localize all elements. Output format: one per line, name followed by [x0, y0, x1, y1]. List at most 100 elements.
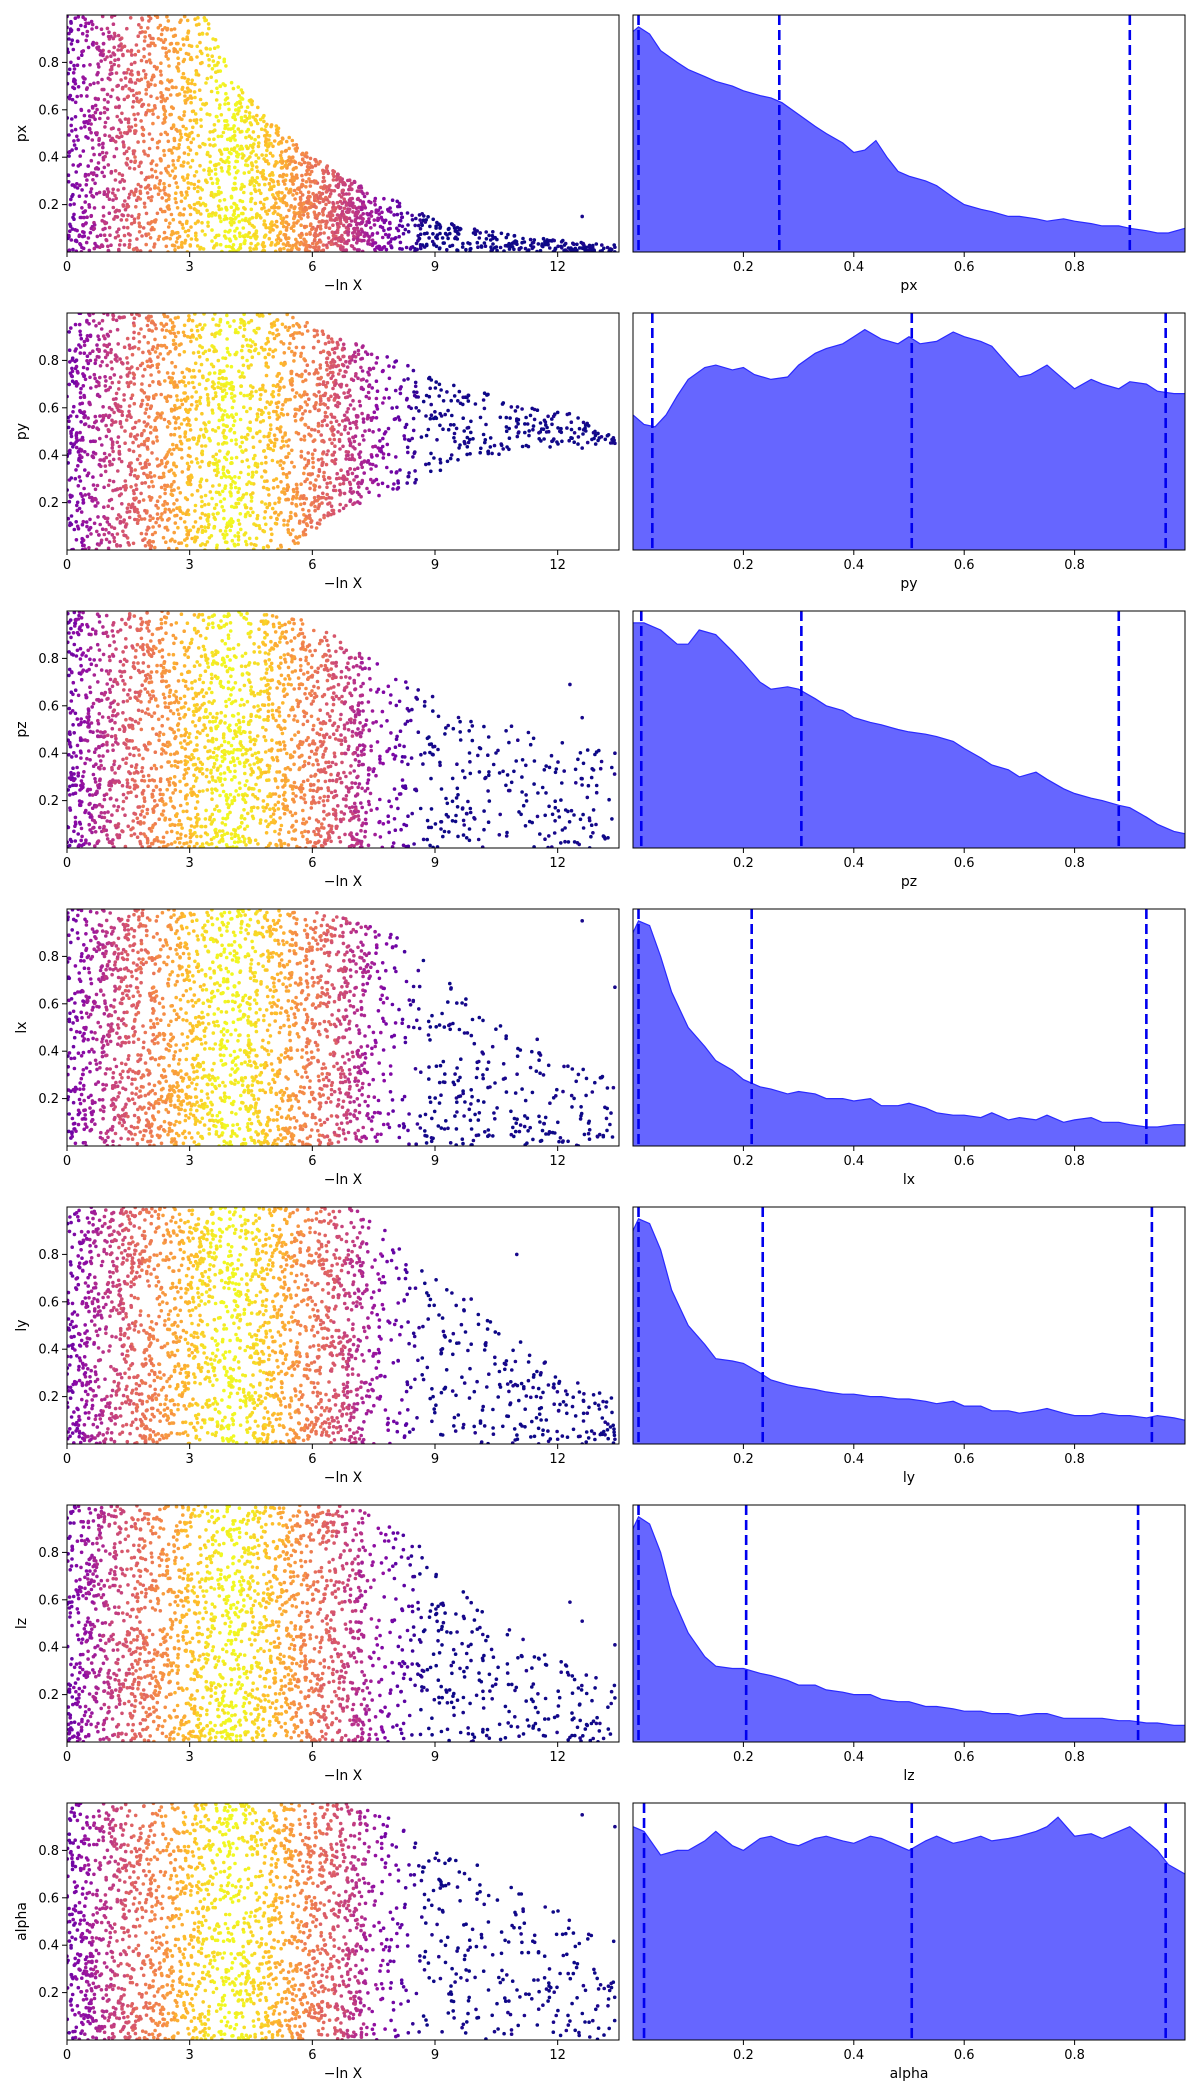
scatter-point [255, 513, 260, 518]
scatter-point [432, 456, 436, 460]
scatter-point [110, 506, 115, 511]
scatter-point [213, 172, 218, 176]
scatter-point [115, 230, 119, 234]
scatter-point [121, 529, 125, 534]
scatter-point [255, 414, 260, 419]
scatter-point [306, 194, 311, 199]
scatter-point [225, 540, 229, 545]
scatter-point [82, 120, 86, 124]
scatter-point [483, 244, 488, 248]
scatter-point [520, 444, 525, 449]
scatter-point [299, 437, 303, 442]
scatter-point [83, 377, 88, 382]
scatter-point [188, 428, 193, 432]
scatter-point [163, 465, 168, 469]
scatter-point [81, 365, 86, 370]
scatter-point [125, 373, 130, 377]
scatter-point [197, 32, 202, 37]
scatter-point [231, 86, 236, 91]
scatter-point [560, 439, 564, 444]
scatter-point [337, 476, 342, 481]
scatter-point [172, 145, 176, 150]
scatter-point [148, 514, 152, 518]
scatter-point [249, 495, 254, 500]
scatter-point [531, 427, 535, 432]
scatter-point [321, 332, 326, 337]
scatter-point [318, 240, 323, 244]
scatter-point [190, 78, 194, 83]
scatter-point [159, 99, 164, 104]
x-tick-label: 0 [63, 260, 71, 275]
scatter-point [276, 179, 280, 184]
scatter-point [382, 396, 387, 400]
scatter-point [122, 345, 127, 350]
scatter-point [67, 236, 70, 241]
scatter-point [94, 384, 98, 389]
scatter-point [118, 420, 123, 424]
scatter-point [165, 315, 170, 319]
scatter-point [319, 185, 323, 190]
scatter-point [296, 219, 300, 223]
scatter-point [348, 499, 352, 504]
scatter-point [317, 390, 321, 394]
scatter-point [88, 82, 93, 87]
scatter-point [321, 213, 326, 217]
scatter-point [235, 226, 239, 231]
scatter-point [174, 127, 178, 132]
scatter-point [328, 366, 332, 370]
scatter-point [162, 148, 166, 153]
scatter-point [183, 430, 188, 434]
scatter-point [306, 190, 311, 194]
scatter-point [217, 192, 221, 196]
scatter-point [192, 174, 197, 178]
scatter-point [224, 391, 229, 396]
scatter-point [87, 126, 92, 131]
scatter-point [242, 241, 246, 245]
scatter-point [160, 209, 165, 214]
scatter-point [259, 408, 264, 413]
scatter-point [158, 352, 163, 356]
scatter-point [130, 502, 135, 507]
scatter-point [295, 486, 299, 491]
scatter-point [178, 405, 182, 410]
scatter-point [272, 320, 277, 325]
scatter-point [406, 377, 410, 381]
scatter-point [323, 410, 328, 415]
scatter-point [321, 474, 326, 479]
scatter-point [149, 320, 154, 325]
scatter-point [111, 191, 115, 195]
scatter-point [341, 223, 346, 228]
scatter-point [128, 238, 132, 243]
scatter-point [254, 165, 259, 169]
scatter-point [532, 238, 537, 242]
scatter-point [308, 409, 312, 414]
scatter-point [265, 400, 270, 404]
scatter-point [294, 245, 299, 250]
scatter-point [294, 513, 298, 518]
scatter-point [265, 133, 269, 137]
scatter-point [186, 161, 190, 165]
scatter-point [263, 510, 268, 514]
scatter-point [71, 547, 75, 550]
scatter-point [443, 231, 448, 236]
scatter-point [328, 481, 333, 485]
scatter-point [174, 191, 178, 195]
scatter-point [179, 342, 183, 346]
scatter-point [342, 491, 347, 496]
scatter-point [357, 485, 361, 489]
scatter-point [185, 461, 190, 466]
scatter-point [234, 438, 238, 442]
scatter-point [97, 348, 101, 352]
scatter-point [142, 420, 147, 424]
scatter-point [77, 322, 82, 327]
scatter-point [70, 356, 75, 361]
scatter-point [88, 351, 92, 356]
scatter-point [136, 444, 141, 448]
scatter-point [263, 128, 267, 132]
scatter-point [291, 143, 296, 147]
scatter-point [208, 438, 212, 443]
scatter-point [68, 229, 72, 233]
scatter-point [74, 249, 79, 252]
scatter-point [448, 456, 453, 461]
scatter-point [206, 378, 210, 382]
